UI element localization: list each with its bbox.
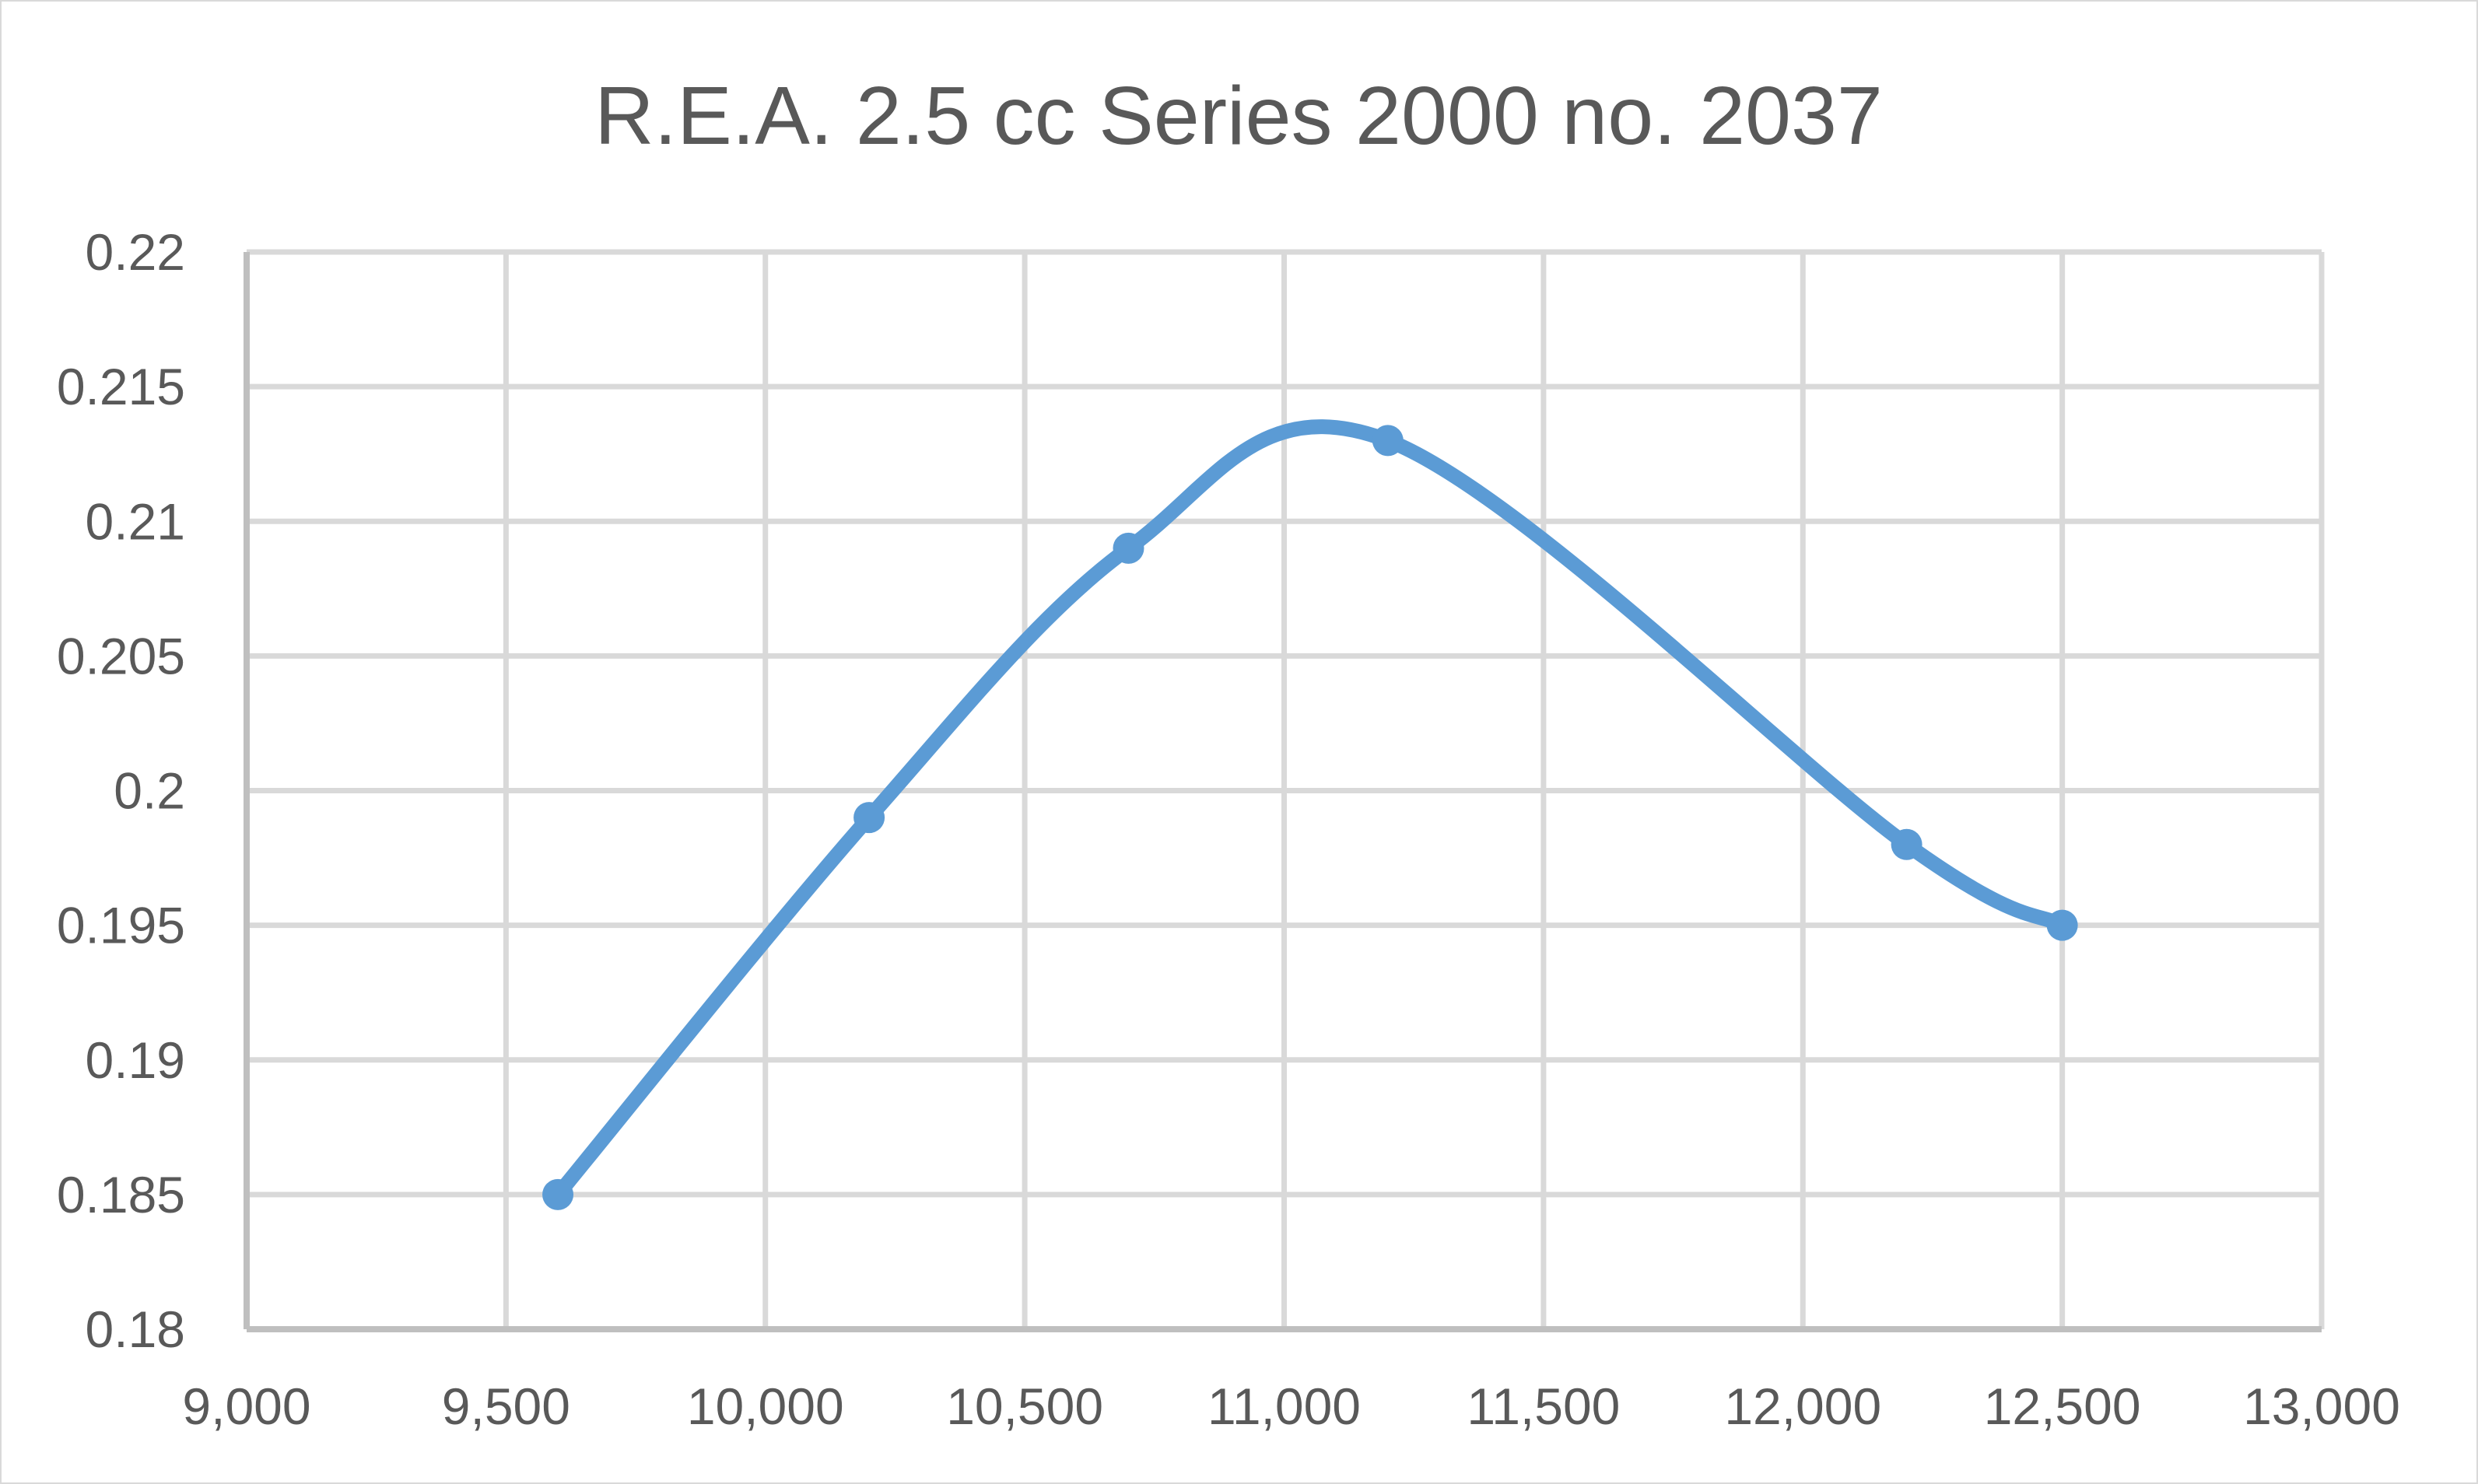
grid — [244, 249, 2325, 1332]
x-tick-label: 12,500 — [1984, 1377, 2141, 1435]
chart-title: R.E.A. 2.5 cc Series 2000 no. 2037 — [594, 70, 1883, 162]
series-line — [550, 419, 2070, 1202]
x-tick-label: 11,000 — [1207, 1377, 1361, 1435]
y-tick-label: 0.22 — [86, 223, 185, 281]
y-tick-label: 0.19 — [86, 1031, 185, 1089]
x-tick-label: 13,000 — [2243, 1377, 2400, 1435]
y-tick-labels: 0.18 0.185 0.19 0.195 0.2 0.205 0.21 0.215 0.22 — [57, 223, 185, 1358]
axes — [244, 252, 2322, 1332]
x-tick-label: 10,000 — [687, 1377, 844, 1435]
y-tick-label: 0.18 — [86, 1300, 185, 1358]
x-tick-label: 9,500 — [442, 1377, 570, 1435]
data-point — [853, 802, 885, 834]
x-tick-label: 9,000 — [182, 1377, 310, 1435]
y-tick-label: 0.215 — [57, 358, 185, 415]
x-tick-label: 10,500 — [946, 1377, 1103, 1435]
data-point — [1372, 425, 1404, 457]
y-tick-label: 0.185 — [57, 1166, 185, 1223]
data-point — [2046, 909, 2078, 941]
x-tick-label: 11,500 — [1467, 1377, 1620, 1435]
y-tick-label: 0.195 — [57, 897, 185, 954]
series-layer — [542, 419, 2078, 1210]
y-tick-label: 0.21 — [86, 492, 185, 550]
x-tick-label: 12,000 — [1724, 1377, 1881, 1435]
y-tick-label: 0.205 — [57, 627, 185, 684]
x-tick-labels: 9,000 9,500 10,000 10,500 11,000 11,500 12,000… — [182, 1377, 2400, 1435]
data-point — [1113, 532, 1144, 564]
data-point — [1891, 828, 1922, 860]
data-point — [542, 1178, 574, 1210]
y-tick-label: 0.2 — [114, 762, 185, 820]
